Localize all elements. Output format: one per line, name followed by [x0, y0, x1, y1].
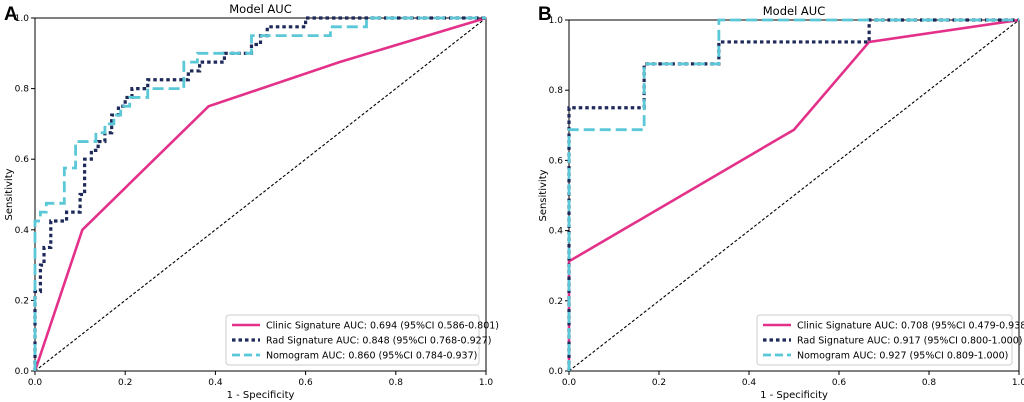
legend-entry-2: Rad Signature AUC: 0.917 (95%CI 0.800-1.…	[797, 336, 1022, 347]
legend-box	[225, 314, 480, 366]
y-tick-label: 0.4	[15, 226, 30, 236]
legend-entry-3: Nomogram AUC: 0.860 (95%CI 0.784-0.937)	[266, 351, 477, 362]
y-tick-label: 0.6	[549, 156, 564, 166]
y-tick-label: 0.0	[549, 367, 564, 377]
legend: Clinic Signature AUC: 0.694 (95%CI 0.586…	[225, 314, 499, 366]
x-tick-label: 0.2	[652, 378, 666, 388]
legend-box	[756, 314, 1013, 366]
chart-title: Model AUC	[229, 2, 292, 16]
x-tick-label: 0.8	[389, 378, 404, 388]
chart-title: Model AUC	[763, 4, 826, 18]
plot-frame	[34, 17, 487, 372]
series-line-3	[567, 18, 1019, 371]
x-tick-label: 0.0	[28, 378, 43, 388]
legend-entry-3: Nomogram AUC: 0.927 (95%CI 0.809-1.000)	[797, 351, 1008, 362]
y-axis-label: Sensitivity	[4, 168, 15, 220]
y-axis-label: Sensitivity	[538, 169, 549, 221]
y-tick-label: 1.0	[15, 14, 30, 24]
y-tick-label: 0.2	[15, 296, 29, 306]
y-tick-label: 0.0	[15, 367, 30, 377]
x-tick-label: 1.0	[1012, 378, 1024, 388]
legend-entry-1: Clinic Signature AUC: 0.694 (95%CI 0.586…	[266, 321, 499, 332]
diagonal-reference-line	[568, 19, 1020, 372]
legend-entry-2: Rad Signature AUC: 0.848 (95%CI 0.768-0.…	[266, 336, 491, 347]
x-tick-label: 0.6	[832, 378, 847, 388]
y-tick-label: 1.0	[549, 16, 564, 26]
y-tick-label: 0.6	[15, 155, 30, 165]
x-tick-label: 0.4	[208, 378, 223, 388]
legend-entry-1: Clinic Signature AUC: 0.708 (95%CI 0.479…	[797, 321, 1024, 332]
y-tick-label: 0.2	[549, 297, 563, 307]
roc-panel-a: A Model AUC 0.0 0.2 0.4 0.6 0.8 1.0 0.0 0.2 0.4 0.6…	[4, 2, 499, 401]
x-axis-label: 1 - Specificity	[760, 390, 828, 401]
series-line-2	[33, 16, 486, 371]
y-tick-label: 0.8	[15, 85, 30, 95]
diagonal-reference-line	[34, 17, 487, 372]
series-line-3	[33, 16, 486, 371]
x-tick-label: 0.6	[298, 378, 313, 388]
x-tick-label: 0.8	[922, 378, 937, 388]
y-tick-label: 0.4	[549, 227, 564, 237]
y-tick-label: 0.8	[549, 86, 564, 96]
panel-letter: A	[4, 4, 18, 25]
x-axis-label: 1 - Specificity	[227, 390, 295, 401]
roc-panel-b: B Model AUC 0.0 0.2 0.4 0.6 0.8 1.0 0.0 0.2 0.4 0.6…	[538, 4, 1024, 401]
legend: Clinic Signature AUC: 0.708 (95%CI 0.479…	[756, 314, 1024, 366]
x-tick-label: 1.0	[479, 378, 494, 388]
panel-letter: B	[538, 4, 552, 25]
series-line-1	[33, 16, 487, 372]
x-tick-label: 0.4	[742, 378, 757, 388]
x-tick-label: 0.2	[118, 378, 132, 388]
x-tick-label: 0.0	[562, 378, 577, 388]
